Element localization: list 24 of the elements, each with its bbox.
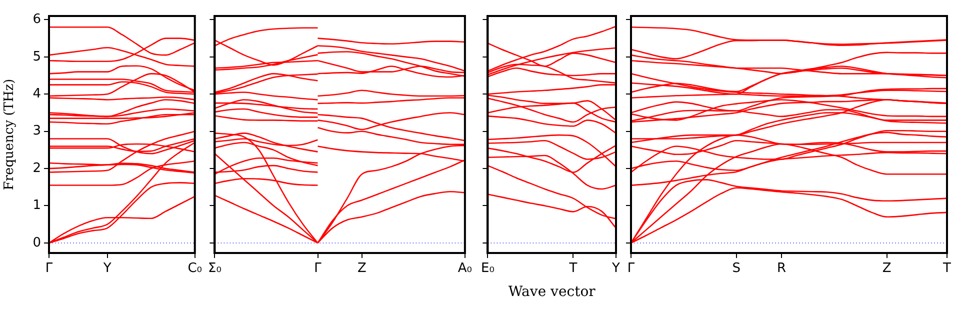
x-tick-label: Y [611,261,620,276]
y-axis-title: Frequency (THz) [2,78,18,190]
y-tick-label: 3 [32,124,41,139]
y-tick-label: 2 [32,160,41,176]
x-tick-label: E₀ [480,261,494,276]
y-tick-label: 6 [32,12,41,28]
x-tick-label: Σ₀ [208,261,222,276]
x-tick-label: S [732,261,740,276]
x-tick-label: Z [357,261,366,276]
y-tick-label: 1 [32,198,41,214]
y-tick-label: 4 [32,86,41,102]
x-tick-label: Γ [314,261,322,276]
x-tick-label: R [776,261,786,276]
x-tick-label: Z [882,261,892,276]
x-tick-label: C₀ [188,261,202,276]
x-tick-label: T [568,261,578,276]
y-tick-label: 5 [32,49,41,64]
x-tick-label: Γ [627,261,636,276]
y-tick-label: 0 [32,235,41,250]
x-tick-label: Y [102,261,112,276]
x-axis-title: Wave vector [508,284,596,300]
x-tick-label: T [942,261,952,276]
x-tick-label: A₀ [458,261,472,276]
x-tick-label: Γ [45,261,54,276]
